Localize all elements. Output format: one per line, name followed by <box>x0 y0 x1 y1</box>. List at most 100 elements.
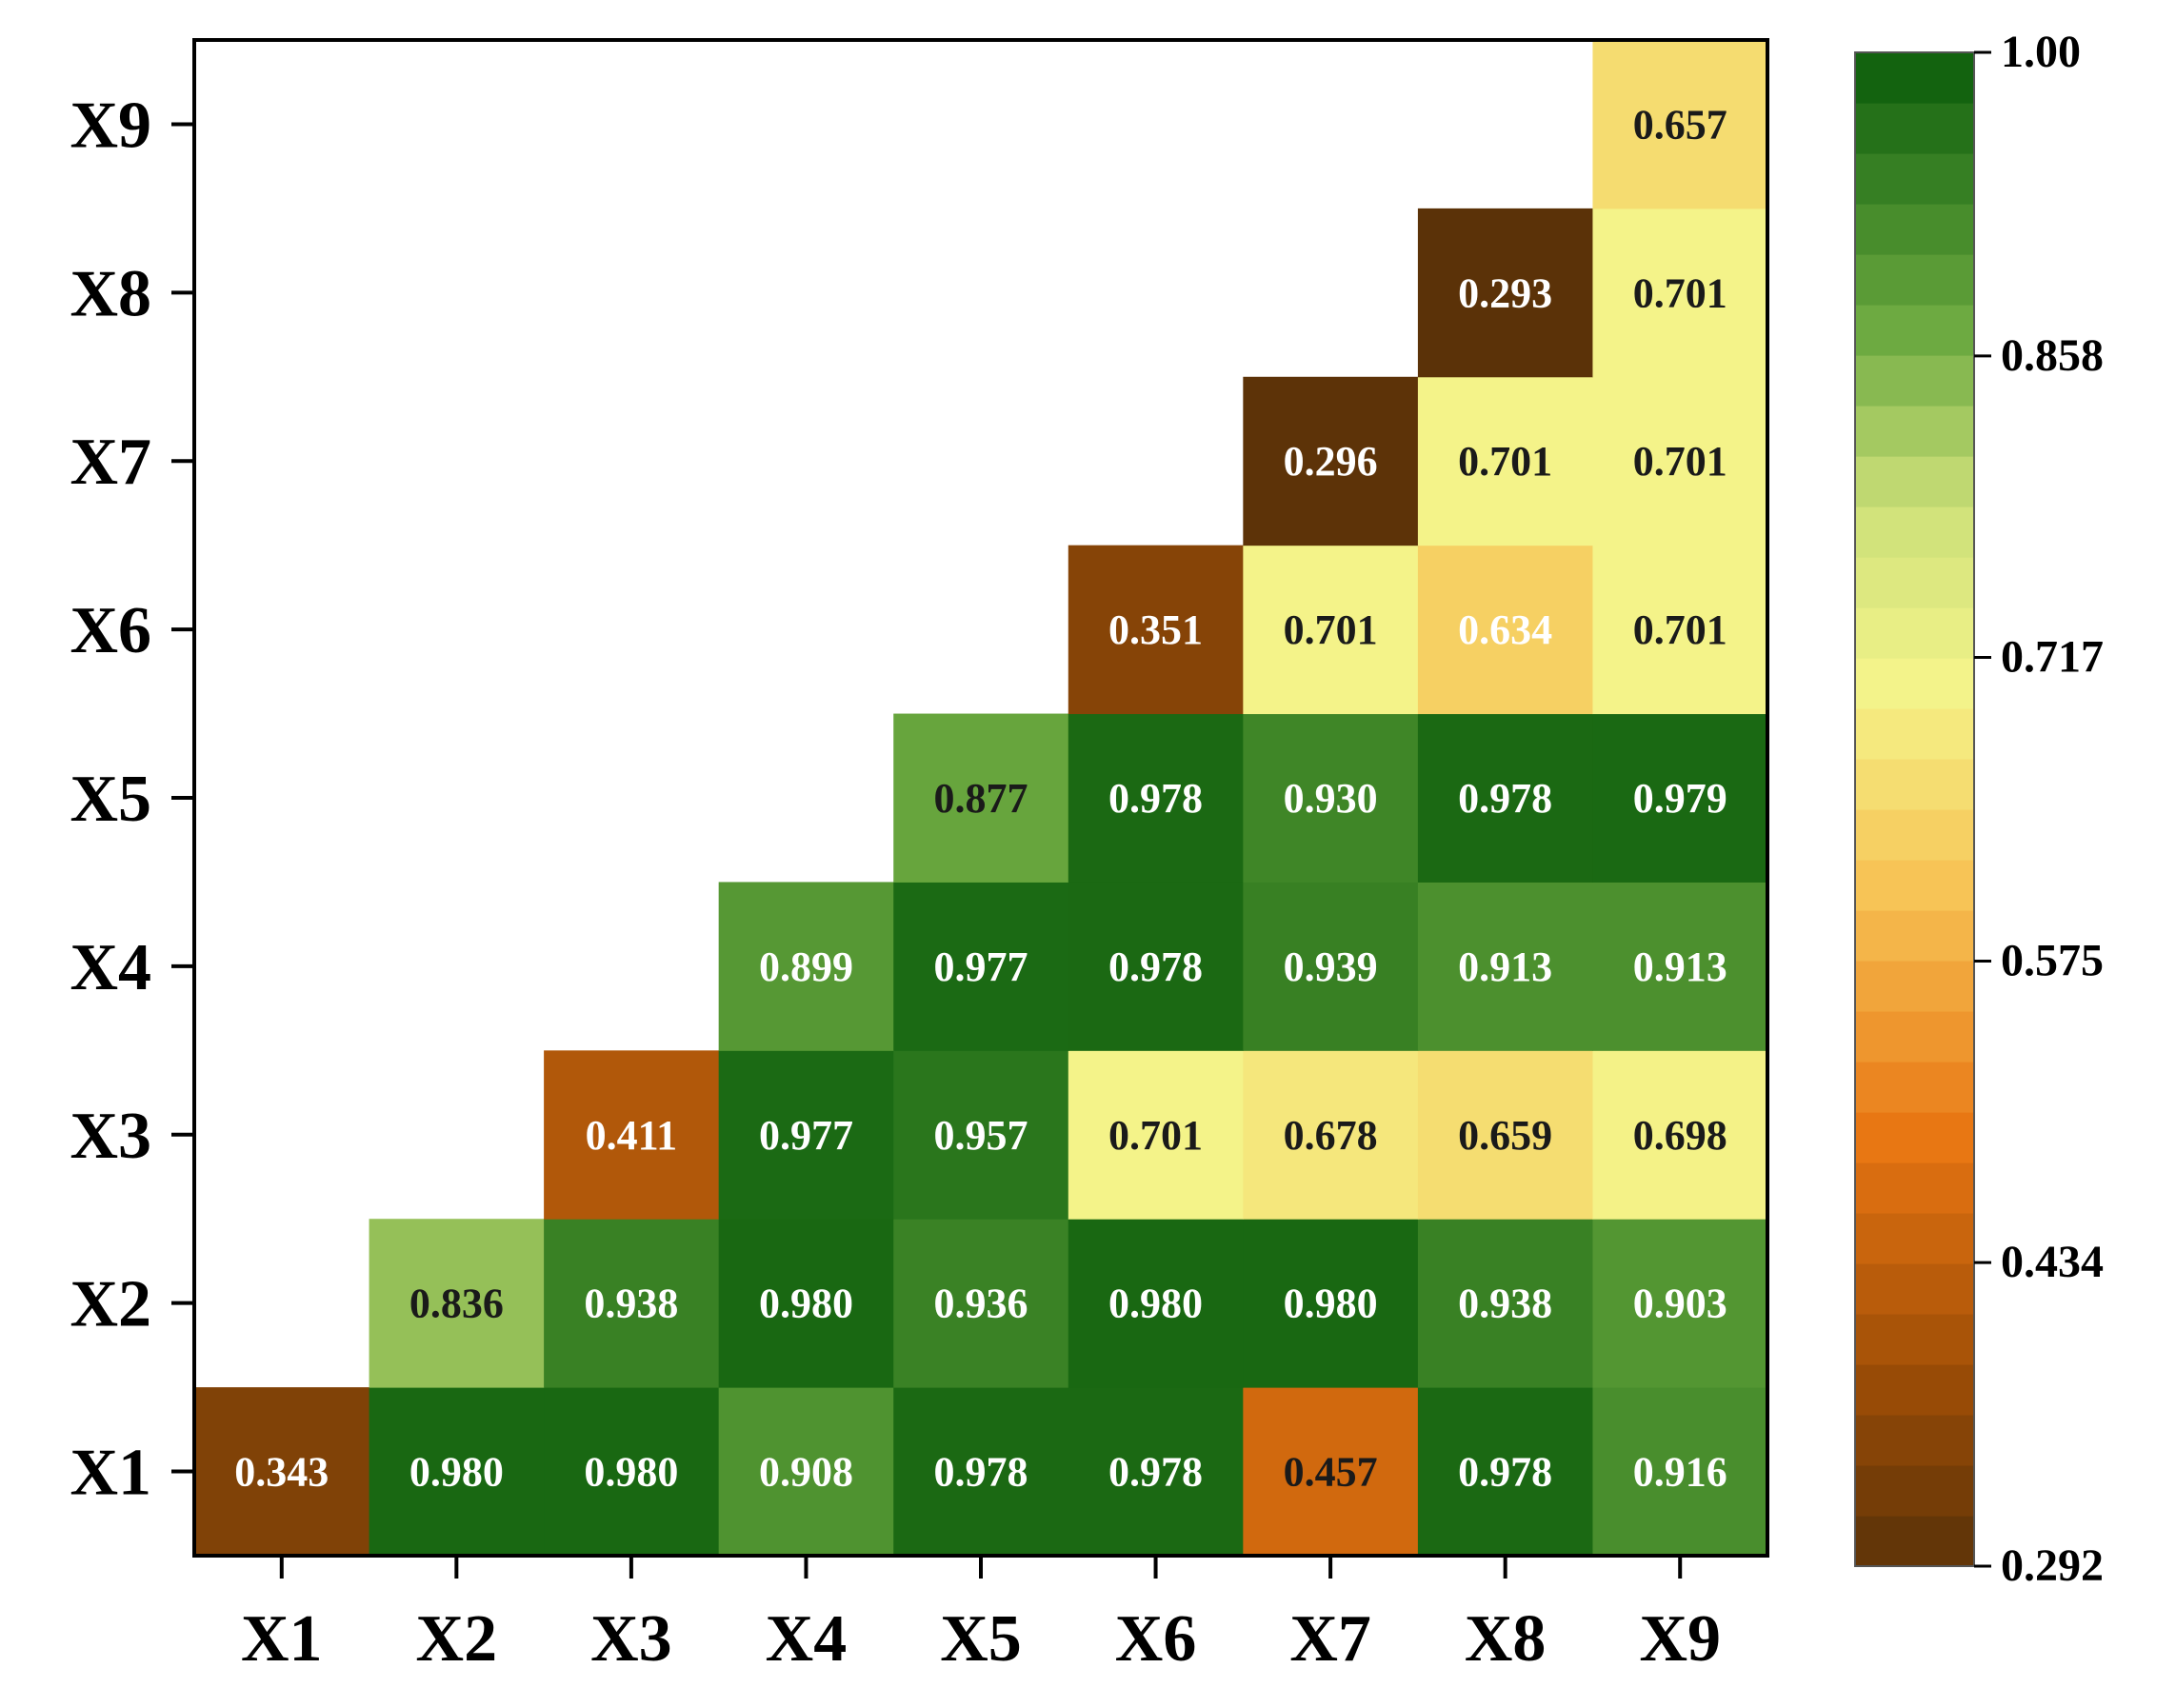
colorbar-segment <box>1855 1011 1974 1063</box>
heatmap-cell <box>1068 545 1244 715</box>
heatmap-cell <box>1243 1387 1419 1557</box>
heatmap-cell <box>718 1219 894 1388</box>
heatmap-cell <box>1417 1219 1593 1388</box>
cell-value-label: 0.980 <box>409 1449 504 1496</box>
cell-value-label: 0.978 <box>1108 1449 1203 1496</box>
colorbar-segment <box>1855 1465 1974 1517</box>
heatmap-cell <box>893 1050 1069 1220</box>
heatmap-cell <box>544 1050 720 1220</box>
cell-value-label: 0.836 <box>409 1281 504 1327</box>
heatmap-cell <box>1417 376 1593 546</box>
colorbar-segment <box>1855 1516 1974 1567</box>
cell-value-label: 0.701 <box>1108 1112 1203 1159</box>
cell-value-label: 0.701 <box>1284 606 1378 653</box>
colorbar-segment <box>1855 860 1974 911</box>
heatmap-cell <box>718 1050 894 1220</box>
colorbar-segment <box>1855 305 1974 356</box>
colorbar-segment <box>1855 204 1974 255</box>
heatmap-cell <box>1592 40 1768 209</box>
heatmap-cell <box>1417 1050 1593 1220</box>
colorbar-segment <box>1855 456 1974 507</box>
y-tick-label: X5 <box>70 763 151 836</box>
cell-value-label: 0.938 <box>584 1281 678 1327</box>
colorbar-segment <box>1855 1314 1974 1365</box>
y-tick-label: X8 <box>70 257 151 330</box>
cell-value-label: 0.977 <box>759 1112 853 1159</box>
colorbar-segment <box>1855 355 1974 407</box>
heatmap-cell <box>194 1387 370 1557</box>
cell-value-label: 0.938 <box>1458 1281 1552 1327</box>
cell-value-label: 0.978 <box>1108 775 1203 822</box>
heatmap-cell <box>1417 882 1593 1051</box>
cell-value-label: 0.978 <box>1458 775 1552 822</box>
cell-value-label: 0.977 <box>934 943 1028 990</box>
cell-value-label: 0.903 <box>1633 1281 1727 1327</box>
colorbar-tick-label: 0.717 <box>2001 632 2104 683</box>
heatmap-cell <box>369 1387 545 1557</box>
y-tick-label: X4 <box>70 931 151 1004</box>
x-tick-label: X3 <box>590 1602 672 1676</box>
heatmap-cell <box>893 1387 1069 1557</box>
heatmap-cell <box>1592 882 1768 1051</box>
cell-value-label: 0.913 <box>1633 943 1727 990</box>
heatmap-cell <box>369 1219 545 1388</box>
colorbar-segment <box>1855 1062 1974 1113</box>
y-tick-label: X6 <box>70 594 151 667</box>
colorbar-frame <box>1854 51 1975 1567</box>
heatmap-cell <box>1068 1387 1244 1557</box>
heatmap-cell <box>1068 713 1244 883</box>
colorbar-segment <box>1855 103 1974 154</box>
cell-value-label: 0.343 <box>234 1449 329 1496</box>
cell-value-label: 0.659 <box>1458 1112 1552 1159</box>
cell-value-label: 0.701 <box>1458 438 1552 485</box>
heatmap-cell <box>1417 713 1593 883</box>
heatmap-cell <box>893 1219 1069 1388</box>
colorbar-segment <box>1855 1415 1974 1466</box>
cell-value-label: 0.980 <box>584 1449 678 1496</box>
x-tick-label: X7 <box>1289 1602 1371 1676</box>
cell-value-label: 0.678 <box>1284 1112 1378 1159</box>
cell-value-label: 0.980 <box>1284 1281 1378 1327</box>
cell-value-label: 0.978 <box>934 1449 1028 1496</box>
x-tick-label: X8 <box>1465 1602 1547 1676</box>
colorbar-segment <box>1855 961 1974 1012</box>
heatmap-cell <box>1068 1050 1244 1220</box>
heatmap-cell <box>544 1387 720 1557</box>
colorbar-segment <box>1855 406 1974 457</box>
cell-value-label: 0.701 <box>1633 438 1727 485</box>
heatmap-cell <box>718 882 894 1051</box>
colorbar-tick-label: 1.00 <box>2001 27 2081 77</box>
cell-value-label: 0.936 <box>934 1281 1028 1327</box>
cell-value-label: 0.939 <box>1284 943 1378 990</box>
cell-value-label: 0.978 <box>1458 1449 1552 1496</box>
y-tick-label: X9 <box>70 89 151 162</box>
cell-value-label: 0.980 <box>759 1281 853 1327</box>
colorbar-segment <box>1855 1162 1974 1214</box>
heatmap-cell <box>1068 882 1244 1051</box>
colorbar-tick-label: 0.858 <box>2001 330 2104 381</box>
y-tick-label: X2 <box>70 1268 151 1341</box>
colorbar-segment <box>1855 1213 1974 1264</box>
heatmap-cell <box>1243 376 1419 546</box>
heatmap-cell <box>1417 545 1593 715</box>
x-tick-label: X6 <box>1115 1602 1197 1676</box>
colorbar-segment <box>1855 759 1974 810</box>
colorbar-tick-label: 0.575 <box>2001 935 2104 985</box>
cell-value-label: 0.296 <box>1284 438 1378 485</box>
cell-value-label: 0.916 <box>1633 1449 1727 1496</box>
colorbar-segment <box>1855 607 1974 659</box>
colorbar-segment <box>1855 1364 1974 1416</box>
cell-value-label: 0.979 <box>1633 775 1727 822</box>
heatmap-cell <box>1243 545 1419 715</box>
heatmap-cell <box>893 882 1069 1051</box>
heatmap-cell <box>1417 208 1593 378</box>
colorbar-segment <box>1855 254 1974 306</box>
colorbar-segment <box>1855 910 1974 962</box>
cell-value-label: 0.293 <box>1458 269 1552 316</box>
heatmap-cell <box>1592 1050 1768 1220</box>
cell-value-label: 0.980 <box>1108 1281 1203 1327</box>
cell-value-label: 0.351 <box>1108 606 1203 653</box>
cell-value-label: 0.701 <box>1633 269 1727 316</box>
